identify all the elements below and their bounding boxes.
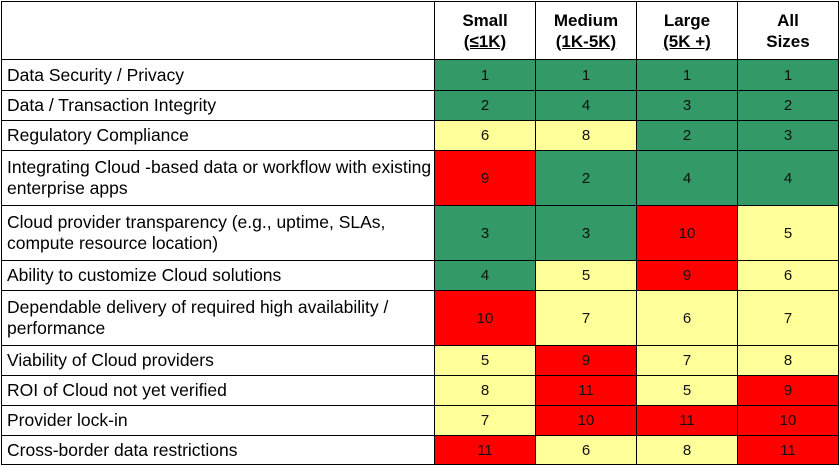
rank-cell: 8 [434, 375, 536, 406]
rank-cell: 4 [636, 150, 738, 206]
rank-cell: 7 [636, 345, 738, 376]
column-header-line1: All [777, 10, 799, 30]
rank-cell: 8 [737, 345, 839, 376]
column-header-line2: (1K-5K) [555, 31, 617, 51]
column-header-line1: Small [462, 10, 508, 30]
rank-cell: 2 [434, 90, 536, 121]
rank-cell: 7 [535, 290, 637, 346]
rank-cell: 9 [535, 345, 637, 376]
rank-cell: 3 [535, 205, 637, 261]
rank-cell: 1 [434, 59, 536, 91]
rank-cell: 9 [737, 375, 839, 406]
rank-cell: 1 [535, 59, 637, 91]
row-label: Cross-border data restrictions [1, 435, 435, 465]
rank-cell: 6 [535, 435, 637, 465]
row-label: ROI of Cloud not yet verified [1, 375, 435, 406]
table-row: Viability of Cloud providers 5 9 7 8 [1, 345, 839, 376]
rank-cell: 4 [535, 90, 637, 121]
rank-cell: 7 [434, 405, 536, 436]
row-label: Dependable delivery of required high ava… [1, 290, 435, 346]
header-corner-cell [1, 1, 435, 60]
table-row: Data Security / Privacy 1 1 1 1 [1, 59, 839, 91]
table-body: Data Security / Privacy 1 1 1 1 Data / Transa… [1, 59, 839, 465]
rank-cell: 11 [535, 375, 637, 406]
rank-cell: 10 [535, 405, 637, 436]
row-label: Regulatory Compliance [1, 120, 435, 151]
column-header-line2: (≤1K) [463, 31, 507, 51]
rank-cell: 2 [535, 150, 637, 206]
rank-cell: 7 [737, 290, 839, 346]
column-header-line2: (5K +) [663, 31, 711, 51]
table-row: Cloud provider transparency (e.g., uptim… [1, 205, 839, 261]
column-header-2: Large (5K +) [636, 1, 738, 60]
table-row: Integrating Cloud -based data or workflo… [1, 150, 839, 206]
column-header-3: All Sizes [737, 1, 839, 60]
table-row: Cross-border data restrictions 11 6 8 11 [1, 435, 839, 465]
table-row: Regulatory Compliance 6 8 2 3 [1, 120, 839, 151]
rank-cell: 1 [737, 59, 839, 91]
rank-cell: 11 [636, 405, 738, 436]
rank-cell: 5 [434, 345, 536, 376]
rank-cell: 9 [636, 260, 738, 291]
rank-cell: 5 [636, 375, 738, 406]
header-row: Small (≤1K) Medium (1K-5K) Large (5K +) All Siz… [1, 1, 839, 60]
rank-cell: 4 [737, 150, 839, 206]
rank-cell: 5 [535, 260, 637, 291]
table-row: Data / Transaction Integrity 2 4 3 2 [1, 90, 839, 121]
rank-cell: 10 [434, 290, 536, 346]
row-label: Provider lock-in [1, 405, 435, 436]
rank-cell: 4 [434, 260, 536, 291]
rank-cell: 8 [535, 120, 637, 151]
rank-cell: 11 [737, 435, 839, 465]
rank-cell: 6 [737, 260, 839, 291]
table-row: Dependable delivery of required high ava… [1, 290, 839, 346]
row-label: Integrating Cloud -based data or workflo… [1, 150, 435, 206]
rank-cell: 11 [434, 435, 536, 465]
column-header-1: Medium (1K-5K) [535, 1, 637, 60]
rank-cell: 5 [737, 205, 839, 261]
rank-cell: 3 [636, 90, 738, 121]
rank-cell: 10 [636, 205, 738, 261]
rank-cell: 2 [636, 120, 738, 151]
row-label: Ability to customize Cloud solutions [1, 260, 435, 291]
rank-cell: 6 [636, 290, 738, 346]
rank-cell: 3 [434, 205, 536, 261]
column-header-0: Small (≤1K) [434, 1, 536, 60]
rank-cell: 10 [737, 405, 839, 436]
table-row: Provider lock-in 7 10 11 10 [1, 405, 839, 436]
column-header-line1: Medium [553, 10, 619, 30]
row-label: Cloud provider transparency (e.g., uptim… [1, 205, 435, 261]
row-label: Data Security / Privacy [1, 59, 435, 91]
rank-cell: 8 [636, 435, 738, 465]
table-row: Ability to customize Cloud solutions 4 5 9 6 [1, 260, 839, 291]
rank-cell: 1 [636, 59, 738, 91]
rank-cell: 6 [434, 120, 536, 151]
column-header-line2: Sizes [766, 31, 810, 51]
row-label: Viability of Cloud providers [1, 345, 435, 376]
column-header-line1: Large [663, 10, 711, 30]
rank-cell: 2 [737, 90, 839, 121]
rank-cell: 3 [737, 120, 839, 151]
row-label: Data / Transaction Integrity [1, 90, 435, 121]
table-row: ROI of Cloud not yet verified 8 11 5 9 [1, 375, 839, 406]
rank-cell: 9 [434, 150, 536, 206]
